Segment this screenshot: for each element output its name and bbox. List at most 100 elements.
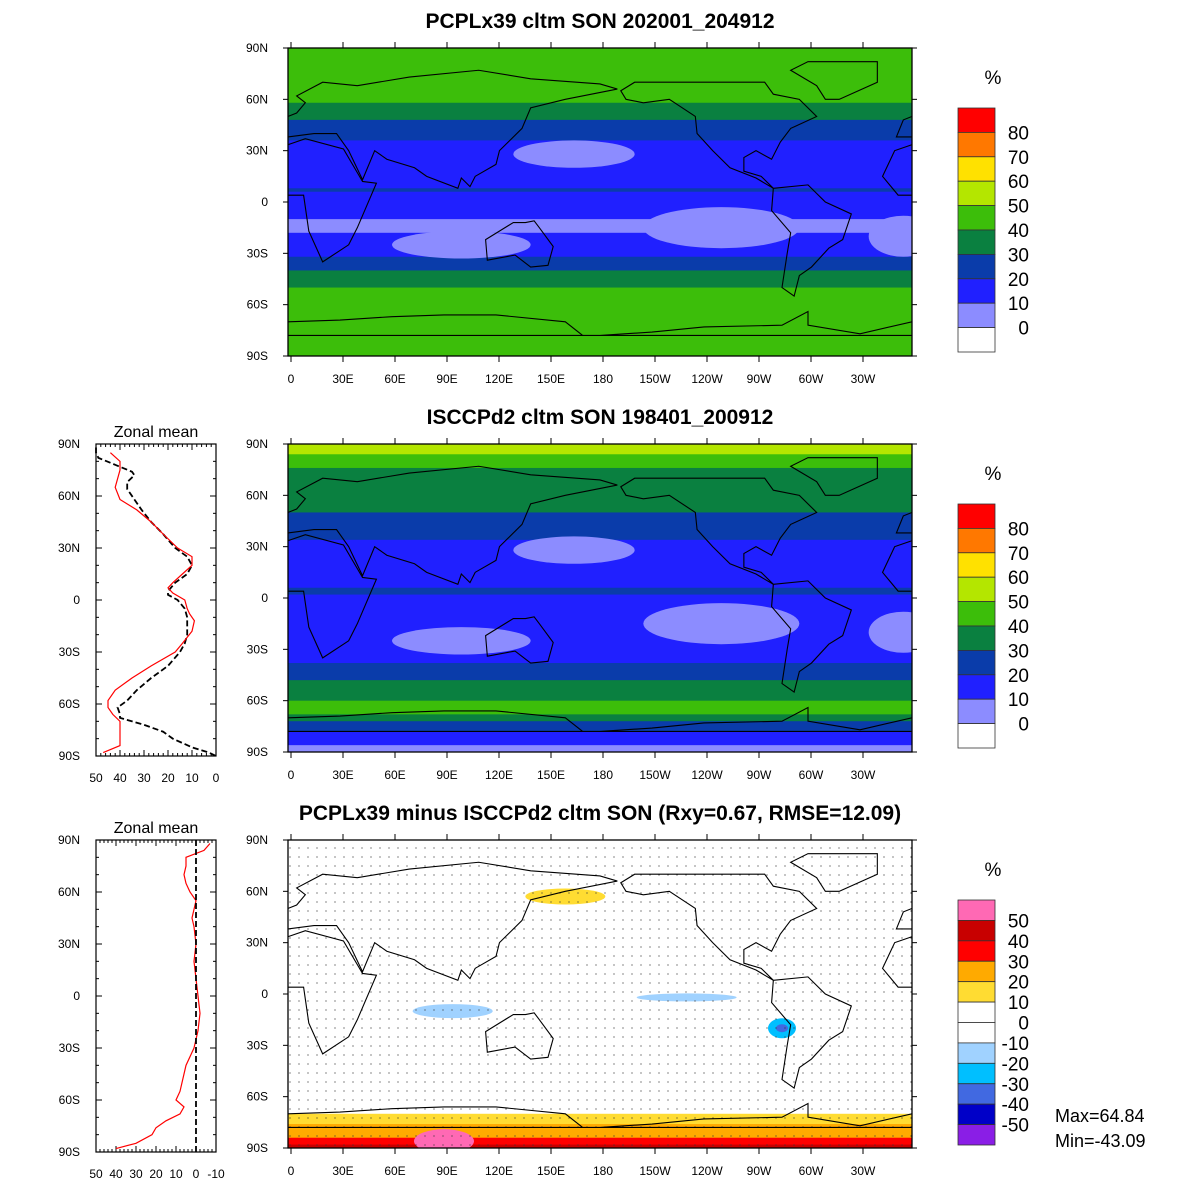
colorbar-units: % [985, 860, 1002, 881]
field-band [288, 601, 912, 606]
value-label: 30 [129, 1167, 143, 1181]
lon-label: 90W [747, 372, 772, 386]
colorbar-box [957, 180, 996, 206]
lon-label: 60W [799, 768, 824, 782]
field-band [288, 202, 912, 207]
lon-label: 120E [485, 1164, 513, 1178]
colorbar-label: 30 [1008, 245, 1029, 266]
colorbar-box [957, 576, 996, 603]
lat-label: 60N [246, 488, 268, 502]
colorbar-label: 40 [1008, 617, 1029, 638]
coastline [0, 82, 193, 188]
field-band [288, 225, 912, 230]
lat-label: 0 [73, 989, 80, 1003]
colorbar-label: 30 [1008, 641, 1029, 662]
max-label: Max=64.84 [1055, 1106, 1145, 1126]
field-band [288, 212, 912, 217]
field-band [288, 349, 912, 354]
field-band [288, 311, 912, 316]
field-band [288, 457, 912, 462]
field-band [288, 89, 912, 94]
colorbar-box [957, 131, 996, 158]
lon-label: 60W [799, 1164, 824, 1178]
colorbar-label: 0 [1018, 715, 1029, 736]
zonal-line-model [102, 452, 196, 754]
field-band [288, 229, 912, 234]
lat-label: 30S [59, 1041, 80, 1055]
coastline [288, 710, 600, 733]
field-band [288, 563, 912, 568]
coastline [895, 907, 912, 930]
field-band [288, 608, 912, 613]
field-band [288, 198, 912, 203]
colorbar-label: -40 [1002, 1095, 1029, 1116]
lat-label: 90S [59, 1145, 80, 1159]
value-label: 20 [149, 1167, 163, 1181]
field-band [288, 133, 912, 138]
lat-label: 30S [59, 645, 80, 659]
zonal-frame [95, 443, 217, 757]
colorbar-label: -10 [1002, 1034, 1029, 1055]
field-band [288, 253, 912, 258]
field-band [288, 106, 912, 111]
field-band [288, 188, 912, 193]
colorbar-label: 40 [1008, 932, 1029, 953]
lat-label: 60N [246, 884, 268, 898]
field-band [288, 54, 912, 59]
colorbar-box [957, 1083, 996, 1105]
value-label: 40 [113, 771, 127, 785]
field-band [288, 61, 912, 66]
lon-label: 0 [288, 1164, 295, 1178]
colorbar-box [957, 981, 996, 1003]
field-band [288, 263, 912, 268]
colorbar-box [957, 601, 996, 627]
coastline [148, 185, 228, 296]
field-band [288, 178, 912, 183]
coastline [1110, 617, 1178, 663]
lon-label: 180 [593, 1164, 613, 1178]
field-band [288, 509, 912, 514]
field-band [288, 236, 912, 241]
colorbar-box [957, 698, 996, 725]
colorbar-box [957, 625, 996, 651]
field-band [288, 342, 912, 347]
coastline [288, 861, 618, 982]
colorbar-label: 70 [1008, 544, 1029, 565]
colorbar-box [957, 327, 996, 353]
field-band [288, 680, 912, 685]
lon-label: 60E [384, 1164, 405, 1178]
field-band [288, 270, 912, 275]
field-band [288, 167, 912, 172]
colorbar-box [957, 528, 996, 554]
colorbar-units: % [985, 464, 1002, 485]
field-band [288, 639, 912, 644]
field-band [288, 659, 912, 664]
field-band [288, 461, 912, 466]
field-band [288, 95, 912, 100]
field-band [288, 51, 912, 56]
field-band [288, 649, 912, 654]
field-band [288, 635, 912, 640]
lat-label: 60S [247, 298, 268, 312]
lon-label: 30W [851, 768, 876, 782]
field-band [288, 628, 912, 633]
colorbar-label: 20 [1008, 666, 1029, 687]
field-band [288, 594, 912, 599]
field-band [288, 130, 912, 135]
field-band [288, 580, 912, 585]
colorbar-label: 10 [1008, 690, 1029, 711]
colorbar-box [957, 1062, 996, 1085]
lat-label: 90N [58, 833, 80, 847]
stratocumulus-region [868, 611, 912, 653]
lat-label: 30N [246, 540, 268, 554]
colorbar-box [957, 229, 996, 255]
field-band [288, 273, 912, 278]
field-band [288, 656, 912, 661]
field-band [288, 454, 912, 459]
field-band [288, 277, 912, 282]
lon-label: 90W [747, 768, 772, 782]
colorbar-label: 50 [1008, 197, 1029, 218]
colorbar-label: 20 [1008, 270, 1029, 291]
field-band [288, 714, 912, 719]
